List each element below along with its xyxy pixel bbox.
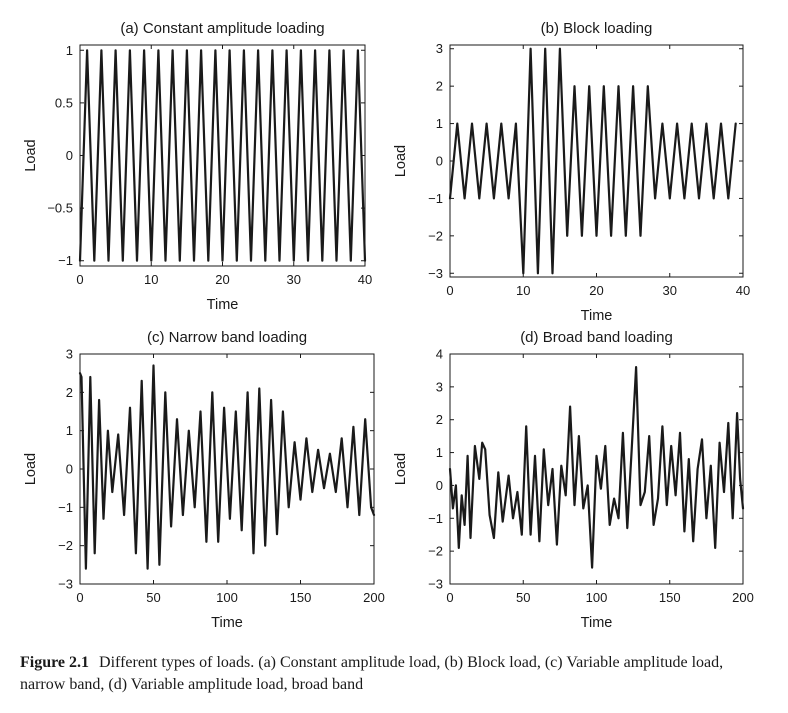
x-tick-label: 20 — [589, 283, 603, 298]
chart-title: (a) Constant amplitude loading — [120, 20, 324, 37]
chart-panel-d: 0 50 100 150 200 −3 −2 −1 0 1 2 3 4 (d) Broad band lo… — [393, 329, 754, 631]
figure-caption-text: Different types of loads. (a) Constant a… — [20, 654, 724, 693]
y-tick-label: 1 — [436, 116, 443, 131]
y-tick-label: 3 — [436, 41, 443, 56]
chart-title: (b) Block loading — [541, 20, 653, 37]
x-tick-label: 10 — [144, 272, 158, 287]
x-tick-label: 0 — [446, 283, 453, 298]
y-tick-label: −2 — [428, 544, 443, 559]
x-tick-label: 50 — [146, 590, 160, 605]
x-tick-label: 200 — [732, 590, 754, 605]
y-tick-label: −3 — [58, 577, 73, 592]
x-tick-label: 30 — [663, 283, 677, 298]
figure-caption: Figure 2.1 Different types of loads. (a) … — [20, 652, 770, 696]
x-tick-label: 100 — [216, 590, 238, 605]
y-tick-label: −2 — [58, 538, 73, 553]
y-tick-label: 0.5 — [55, 95, 73, 110]
y-tick-label: 1 — [66, 423, 73, 438]
y-tick-label: 0 — [66, 148, 73, 163]
y-axis-label: Load — [393, 145, 409, 177]
y-axis-label: Load — [23, 139, 39, 171]
y-tick-label: −1 — [428, 191, 443, 206]
series-line — [448, 47, 737, 275]
x-tick-label: 40 — [736, 283, 750, 298]
y-tick-label: 1 — [66, 43, 73, 58]
y-tick-label: 2 — [436, 79, 443, 94]
series-line — [78, 364, 376, 570]
chart-title: (c) Narrow band loading — [147, 329, 307, 346]
y-tick-label: 3 — [436, 379, 443, 394]
y-tick-label: −2 — [428, 228, 443, 243]
y-tick-label: 0 — [436, 154, 443, 169]
figure-label: Figure 2.1 — [20, 654, 90, 671]
x-tick-label: 0 — [76, 590, 83, 605]
x-tick-label: 0 — [76, 272, 83, 287]
x-axis-label: Time — [581, 615, 613, 631]
series-line — [448, 366, 745, 569]
chart-panel-a: 0 10 20 30 40 −1 −0.5 0 0.5 1 (a) Constant amplitu… — [23, 20, 372, 313]
x-tick-label: 100 — [586, 590, 608, 605]
plot-frame — [449, 44, 744, 278]
y-axis-label: Load — [393, 453, 409, 485]
y-tick-label: 3 — [66, 347, 73, 362]
figure-chart-grid: 0 10 20 30 40−1−0.500.51(a) Constant amplitu… — [23, 20, 754, 631]
x-tick-label: 30 — [287, 272, 301, 287]
series-line — [78, 49, 367, 262]
x-axis-label: Time — [211, 615, 243, 631]
y-axis-label: Load — [23, 453, 39, 485]
y-tick-label: 4 — [436, 347, 443, 362]
x-tick-label: 150 — [659, 590, 681, 605]
y-tick-label: −1 — [58, 500, 73, 515]
y-tick-label: −3 — [428, 266, 443, 281]
y-tick-label: 0 — [436, 478, 443, 493]
x-tick-label: 150 — [290, 590, 312, 605]
y-tick-label: 2 — [436, 412, 443, 427]
chart-panel-b: 0 10 20 30 40 −3 −2 −1 0 1 2 3 (b) Block loading Time… — [393, 20, 750, 324]
x-tick-label: 20 — [215, 272, 229, 287]
x-tick-label: 50 — [516, 590, 530, 605]
y-tick-label: −1 — [428, 511, 443, 526]
y-tick-label: −0.5 — [47, 201, 73, 216]
chart-title: (d) Broad band loading — [520, 329, 673, 346]
y-tick-label: −1 — [58, 253, 73, 268]
y-tick-label: −3 — [428, 577, 443, 592]
chart-panel-c: 0 50 100 150 200 −3 −2 −1 0 1 2 3 (c) Narrow band lo… — [23, 329, 385, 631]
x-axis-label: Time — [207, 297, 239, 313]
y-tick-label: 2 — [66, 385, 73, 400]
x-tick-label: 10 — [516, 283, 530, 298]
x-tick-label: 200 — [363, 590, 385, 605]
x-tick-label: 40 — [358, 272, 372, 287]
x-tick-label: 0 — [446, 590, 453, 605]
x-axis-label: Time — [581, 308, 613, 324]
y-tick-label: 0 — [66, 462, 73, 477]
y-tick-label: 1 — [436, 445, 443, 460]
